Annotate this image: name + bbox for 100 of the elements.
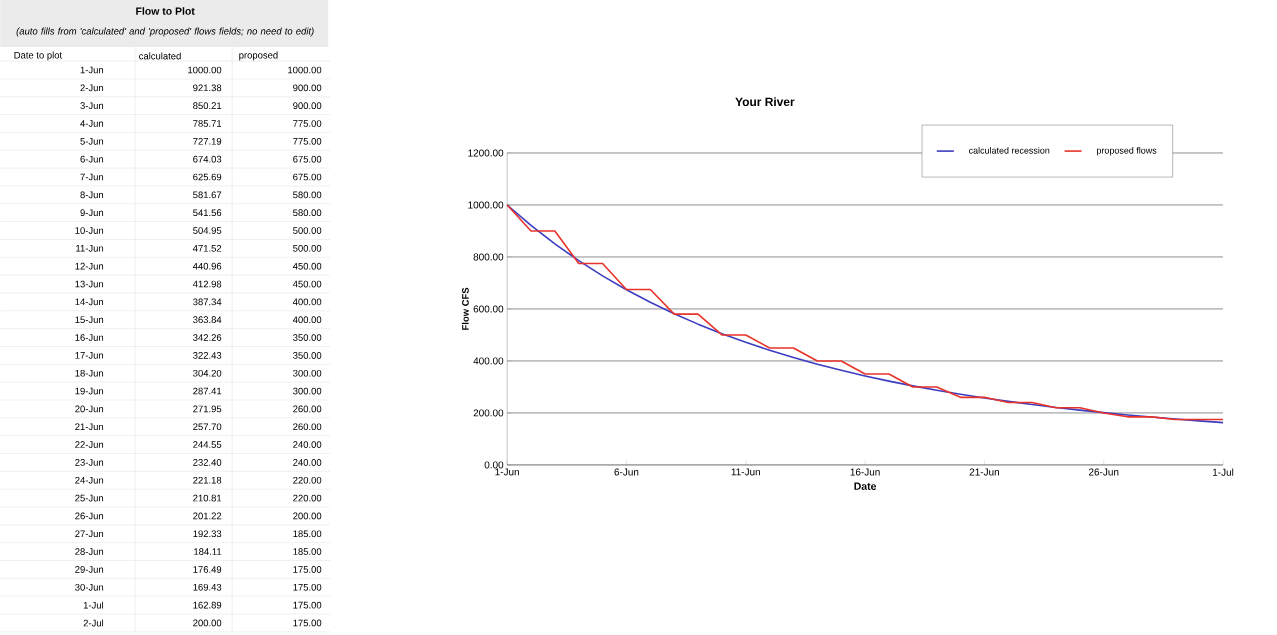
data-label: 260.00 [293, 423, 322, 431]
data-label: 400.00 [292, 298, 322, 306]
data-label: 192.33 [193, 530, 222, 538]
x-tick-label: 1-Jul [1213, 468, 1234, 476]
data-label: 220.00 [293, 494, 322, 502]
y-tick-label: 400.00 [473, 357, 504, 365]
data-label: 185.00 [293, 548, 322, 555]
data-label: 200.00 [193, 619, 222, 627]
legend-label: proposed flows [1097, 147, 1157, 156]
data-label: 300.00 [293, 387, 322, 395]
category-label: 12-Jun [75, 262, 104, 270]
x-tick-label: 16-Jun [850, 468, 880, 476]
category-label: 4-Jun [80, 120, 104, 127]
data-label: 363.84 [193, 316, 222, 324]
category-label: 2-Jun [80, 84, 104, 92]
data-label: 271.95 [193, 405, 222, 413]
category-label: 8-Jun [80, 191, 104, 199]
data-label: 169.43 [193, 583, 222, 591]
data-label: 304.20 [193, 369, 222, 377]
x-tick-label: 1-Jun [495, 468, 519, 476]
text: Date to plot [14, 51, 63, 61]
data-label: 175.00 [293, 601, 322, 609]
category-label: 24-Jun [75, 476, 104, 484]
data-label: 504.95 [193, 227, 222, 234]
data-label: 450.00 [292, 262, 322, 270]
y-axis-title: Flow CFS [461, 287, 469, 330]
data-label: 580.00 [293, 191, 322, 199]
data-label: 221.18 [193, 476, 222, 484]
text: (auto fills from 'calculated' and 'proposed' flows fields; no need to edit) [16, 27, 314, 37]
data-label: 900.00 [293, 84, 322, 92]
category-label: 25-Jun [75, 494, 104, 502]
data-label: 785.71 [193, 120, 222, 127]
data-label: 921.38 [193, 84, 222, 92]
category-label: 30-Jun [75, 583, 104, 591]
data-label: 850.21 [193, 102, 222, 110]
y-tick-label: 200.00 [473, 409, 504, 417]
category-label: 9-Jun [80, 209, 104, 217]
data-label: 175.00 [293, 583, 322, 591]
category-label: 21-Jun [75, 423, 104, 431]
category-label: 14-Jun [75, 298, 104, 306]
data-label: 322.43 [193, 352, 222, 359]
data-label: 184.11 [194, 548, 222, 555]
x-tick-label: 26-Jun [1088, 468, 1119, 476]
y-tick-label: 800.00 [473, 253, 504, 261]
category-label: 5-Jun [80, 138, 104, 145]
category-label: 13-Jun [75, 280, 104, 288]
category-label: 3-Jun [80, 102, 104, 110]
data-label: 400.00 [292, 316, 322, 324]
data-label: 240.00 [293, 441, 322, 448]
category-label: 17-Jun [75, 352, 104, 359]
data-label: 775.00 [293, 120, 322, 127]
y-tick-label: 1200.00 [468, 149, 504, 157]
category-label: 2-Jul [83, 619, 104, 627]
category-label: 18-Jun [75, 369, 104, 377]
data-label: 1000.00 [288, 66, 322, 74]
data-label: 412.98 [192, 280, 222, 288]
data-label: 450.00 [292, 280, 322, 288]
data-label: 185.00 [293, 530, 322, 538]
data-label: 220.00 [293, 476, 322, 484]
x-tick-label: 21-Jun [969, 468, 999, 476]
data-label: 350.00 [293, 352, 322, 359]
category-label: 29-Jun [75, 566, 104, 573]
data-label: 500.00 [293, 227, 322, 234]
data-label: 625.69 [193, 173, 222, 181]
data-label: 176.49 [193, 566, 222, 573]
x-tick-label: 6-Jun [614, 468, 639, 476]
text: Flow to Plot [136, 7, 195, 15]
category-label: 1-Jul [83, 601, 104, 609]
data-label: 674.03 [193, 155, 222, 163]
data-label: 580.00 [293, 209, 322, 217]
category-label: 16-Jun [75, 334, 104, 341]
y-tick-label: 600.00 [473, 305, 504, 313]
category-label: 1-Jun [80, 66, 104, 74]
data-label: 675.00 [293, 155, 322, 163]
category-label: 19-Jun [75, 387, 104, 395]
y-tick-label: 1000.00 [468, 201, 504, 209]
category-label: 22-Jun [75, 441, 104, 448]
category-label: 7-Jun [80, 173, 104, 181]
data-label: 675.00 [293, 173, 322, 181]
data-label: 287.41 [193, 387, 222, 395]
category-label: 20-Jun [75, 405, 104, 413]
y-tick-label: 0.00 [484, 461, 504, 469]
category-label: 27-Jun [75, 530, 104, 538]
data-label: 775.00 [293, 138, 322, 145]
data-label: 162.89 [193, 601, 222, 609]
x-axis-title: Date [854, 482, 877, 490]
category-label: 10-Jun [75, 227, 104, 234]
data-label: 240.00 [293, 459, 322, 466]
data-label: 232.40 [193, 459, 222, 466]
category-label: 11-Jun [76, 245, 104, 252]
data-label: 244.55 [193, 441, 222, 448]
legend-label: calculated recession [968, 147, 1050, 154]
data-label: 500.00 [293, 245, 322, 252]
x-tick-label: 11-Jun [731, 468, 760, 476]
data-label: 300.00 [293, 369, 322, 377]
data-label: 1000.00 [188, 66, 222, 74]
text: calculated [139, 52, 181, 60]
chart-title: Your River [735, 97, 795, 107]
data-label: 350.00 [293, 334, 322, 341]
data-label: 210.81 [193, 494, 222, 502]
